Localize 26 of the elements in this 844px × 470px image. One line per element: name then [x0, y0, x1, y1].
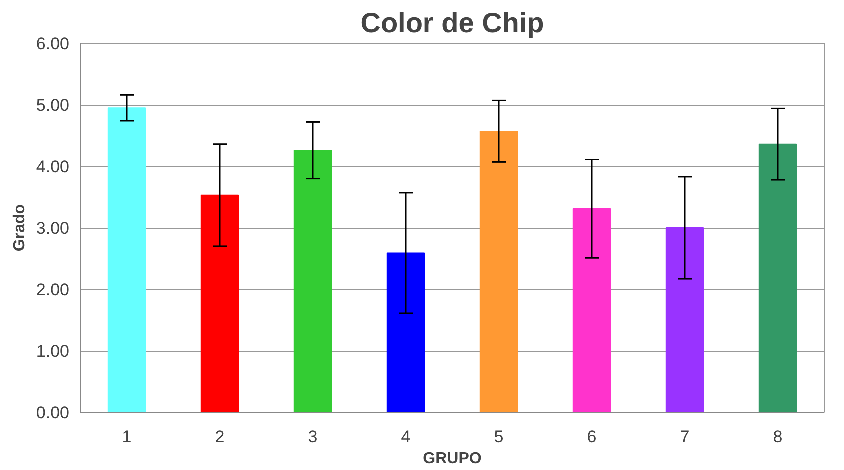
y-tick-label: 3.00 [36, 219, 70, 238]
x-tick-label: 8 [773, 428, 783, 446]
x-axis-title: GRUPO [423, 450, 482, 468]
x-tick-label: 4 [401, 428, 411, 446]
bar [666, 228, 704, 412]
x-tick-label: 5 [494, 428, 504, 446]
bar [108, 108, 146, 412]
x-tick-label: 7 [680, 428, 690, 446]
x-tick-label: 6 [587, 428, 597, 446]
y-tick-label: 1.00 [36, 342, 70, 361]
bar [386, 252, 426, 412]
bar [572, 208, 612, 412]
bar [200, 194, 240, 412]
chart-title: Color de Chip [360, 8, 544, 38]
bar [758, 144, 798, 412]
y-tick-label: 6.00 [36, 34, 70, 54]
bar [294, 150, 332, 412]
x-tick-label: 1 [122, 428, 132, 446]
y-tick-label: 0.00 [36, 404, 70, 422]
y-tick-label: 4.00 [36, 158, 70, 176]
x-tick-label: 3 [308, 428, 318, 446]
x-tick-label: 2 [215, 428, 225, 446]
y-tick-label: 5.00 [36, 96, 70, 115]
y-tick-label: 2.00 [36, 280, 70, 300]
bar [480, 130, 518, 412]
y-axis-title: Grado [11, 204, 28, 252]
